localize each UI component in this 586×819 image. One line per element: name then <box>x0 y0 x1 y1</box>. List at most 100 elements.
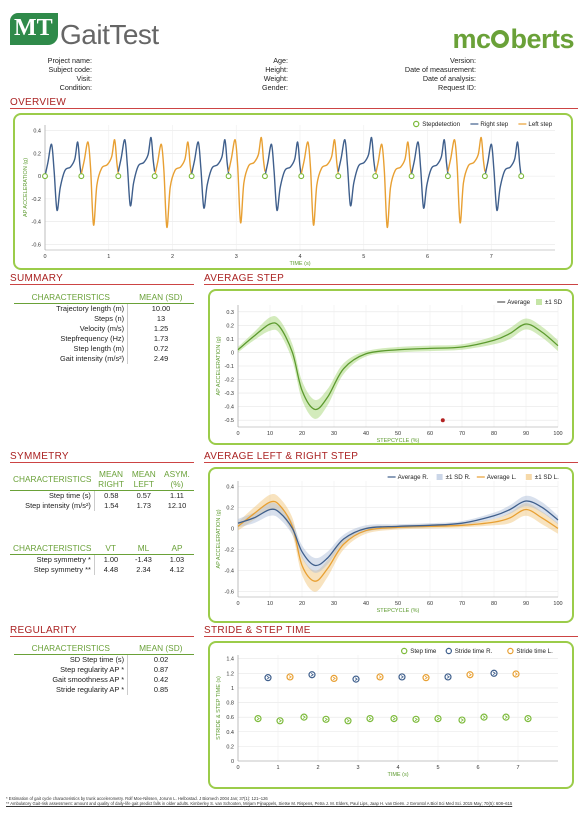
sd-band-left <box>238 493 558 592</box>
y-tick-label: 0.3 <box>226 310 234 316</box>
info-label: Gender: <box>262 83 288 92</box>
x-tick-label: 20 <box>299 431 305 437</box>
x-tick-label: 1 <box>107 254 110 260</box>
row-label: Step time (s) <box>10 490 95 501</box>
cell-value: -1.43 <box>135 555 152 564</box>
col-header: MEAN LEFT <box>127 468 160 491</box>
x-tick-label: 0 <box>43 254 46 260</box>
col-header: MEAN (SD) <box>127 642 194 655</box>
legend-marker <box>507 647 514 655</box>
row-label: SD Step time (s) <box>14 654 129 665</box>
x-tick-label: 6 <box>426 254 429 260</box>
section-average-step-title: AVERAGE STEP <box>204 273 285 284</box>
legend-label: Right step <box>480 121 508 128</box>
table-row: Stride regularity AP * 0.85 <box>14 685 194 695</box>
row-label: Step symmetry * <box>10 554 95 565</box>
col-header: ML <box>126 542 160 555</box>
summary-table: CHARACTERISTICS MEAN (SD) Trajectory leng… <box>14 291 194 364</box>
stride-right-point-arrow <box>400 675 404 679</box>
cell-value: 0.58 <box>104 491 119 500</box>
step-time-point-arrow <box>392 716 396 721</box>
step-detection-marker <box>115 173 122 180</box>
cell-value: 0.85 <box>153 685 169 694</box>
y-tick-label: -0.2 <box>225 548 234 554</box>
legend-marker <box>525 474 532 480</box>
right-step-line <box>264 141 302 212</box>
step-time-point <box>276 717 284 725</box>
symmetry-table-2: CHARACTERISTICS VT ML AP Step symmetry *… <box>10 542 194 575</box>
stride-left-point-arrow <box>424 675 428 680</box>
mt-logo-icon: MT <box>10 13 58 45</box>
legend-marker <box>536 299 542 305</box>
y-tick-label: -0.2 <box>225 378 234 384</box>
stride-right-point-arrow <box>446 675 450 679</box>
step-time-point-arrow <box>324 717 328 722</box>
col-header: AP <box>159 542 194 555</box>
footnotes: * Estimation of gait cycle characteristi… <box>6 796 512 806</box>
legend-label: Stride time L. <box>516 648 553 655</box>
info-label: Version: <box>450 56 476 65</box>
y-tick-label: 0 <box>231 759 234 765</box>
y-tick-label: -0.4 <box>225 405 234 411</box>
y-tick-label: -0.5 <box>225 418 234 424</box>
step-time-point <box>300 713 308 721</box>
x-tick-label: 20 <box>299 601 305 607</box>
stride-left-point <box>422 674 430 682</box>
y-tick-label: 0.2 <box>33 151 41 157</box>
row-label: Steps (n) <box>14 314 129 324</box>
stride-left-point-arrow <box>332 676 336 681</box>
stride-left-point <box>376 673 384 681</box>
y-axis-label: STRIDE & STEP TIME (s) <box>216 676 222 740</box>
cell-value: 10.00 <box>151 304 171 313</box>
step-detection-marker <box>481 173 488 180</box>
symmetry-table-1: CHARACTERISTICS MEAN RIGHT MEAN LEFT ASY… <box>10 468 194 511</box>
cell-value: 0.42 <box>153 675 169 684</box>
step-detection-marker <box>78 173 85 180</box>
y-tick-label: -0.4 <box>225 569 234 575</box>
x-tick-label: 0 <box>236 431 239 437</box>
step-detection-marker <box>298 173 305 180</box>
col-header: VT <box>94 542 127 555</box>
footnote: ** Ambulatory Gait-risk assessment: amou… <box>6 801 513 806</box>
average-left-line <box>237 500 559 582</box>
y-tick-label: 0.8 <box>226 701 234 707</box>
x-tick-label: 7 <box>490 254 493 260</box>
legend-label: Average R. <box>398 474 429 481</box>
info-label: Height: <box>265 65 288 74</box>
x-tick-label: 60 <box>427 431 433 437</box>
step-time-point <box>390 714 398 723</box>
brand-logo: mc berts <box>452 24 574 55</box>
table-row: SD Step time (s) 0.02 <box>14 654 194 665</box>
step-detection-marker <box>42 173 48 180</box>
x-tick-label: 1 <box>276 765 279 771</box>
table-row: Step symmetry ** 4.48 2.34 4.12 <box>10 565 194 575</box>
x-axis-label: TIME (s) <box>387 772 408 778</box>
info-label: Project name: <box>47 56 92 65</box>
y-tick-label: -0.3 <box>225 391 234 397</box>
step-time-point <box>458 716 466 724</box>
table-row: Step regularity AP * 0.87 <box>14 665 194 675</box>
x-tick-label: 80 <box>491 601 497 607</box>
left-step-line <box>227 136 266 224</box>
cell-value: 0.72 <box>153 344 169 353</box>
avg-lr-chart: 0.40.20-0.2-0.4-0.60 10 20 30 40 50 60 70 80 90 10… <box>216 474 563 614</box>
stride-right-point <box>444 673 452 681</box>
x-tick-label: 40 <box>363 431 369 437</box>
x-tick-label: 70 <box>459 431 465 437</box>
right-step-line <box>117 136 156 207</box>
stride-left-point-arrow <box>468 673 472 677</box>
step-time-point <box>254 714 262 723</box>
x-tick-label: 10 <box>267 431 273 437</box>
col-header: MEAN RIGHT <box>94 468 128 491</box>
x-tick-label: 100 <box>553 601 562 607</box>
x-tick-label: 70 <box>459 601 465 607</box>
x-tick-label: 30 <box>331 431 337 437</box>
divider <box>10 636 194 637</box>
x-tick-label: 100 <box>553 431 562 437</box>
x-tick-label: 50 <box>395 601 401 607</box>
step-detection-marker <box>261 173 268 180</box>
stride-left-point <box>286 673 294 681</box>
stride-right-point-arrow <box>266 675 270 680</box>
step-time-point-arrow <box>346 719 350 723</box>
stride-left-point <box>466 671 474 679</box>
